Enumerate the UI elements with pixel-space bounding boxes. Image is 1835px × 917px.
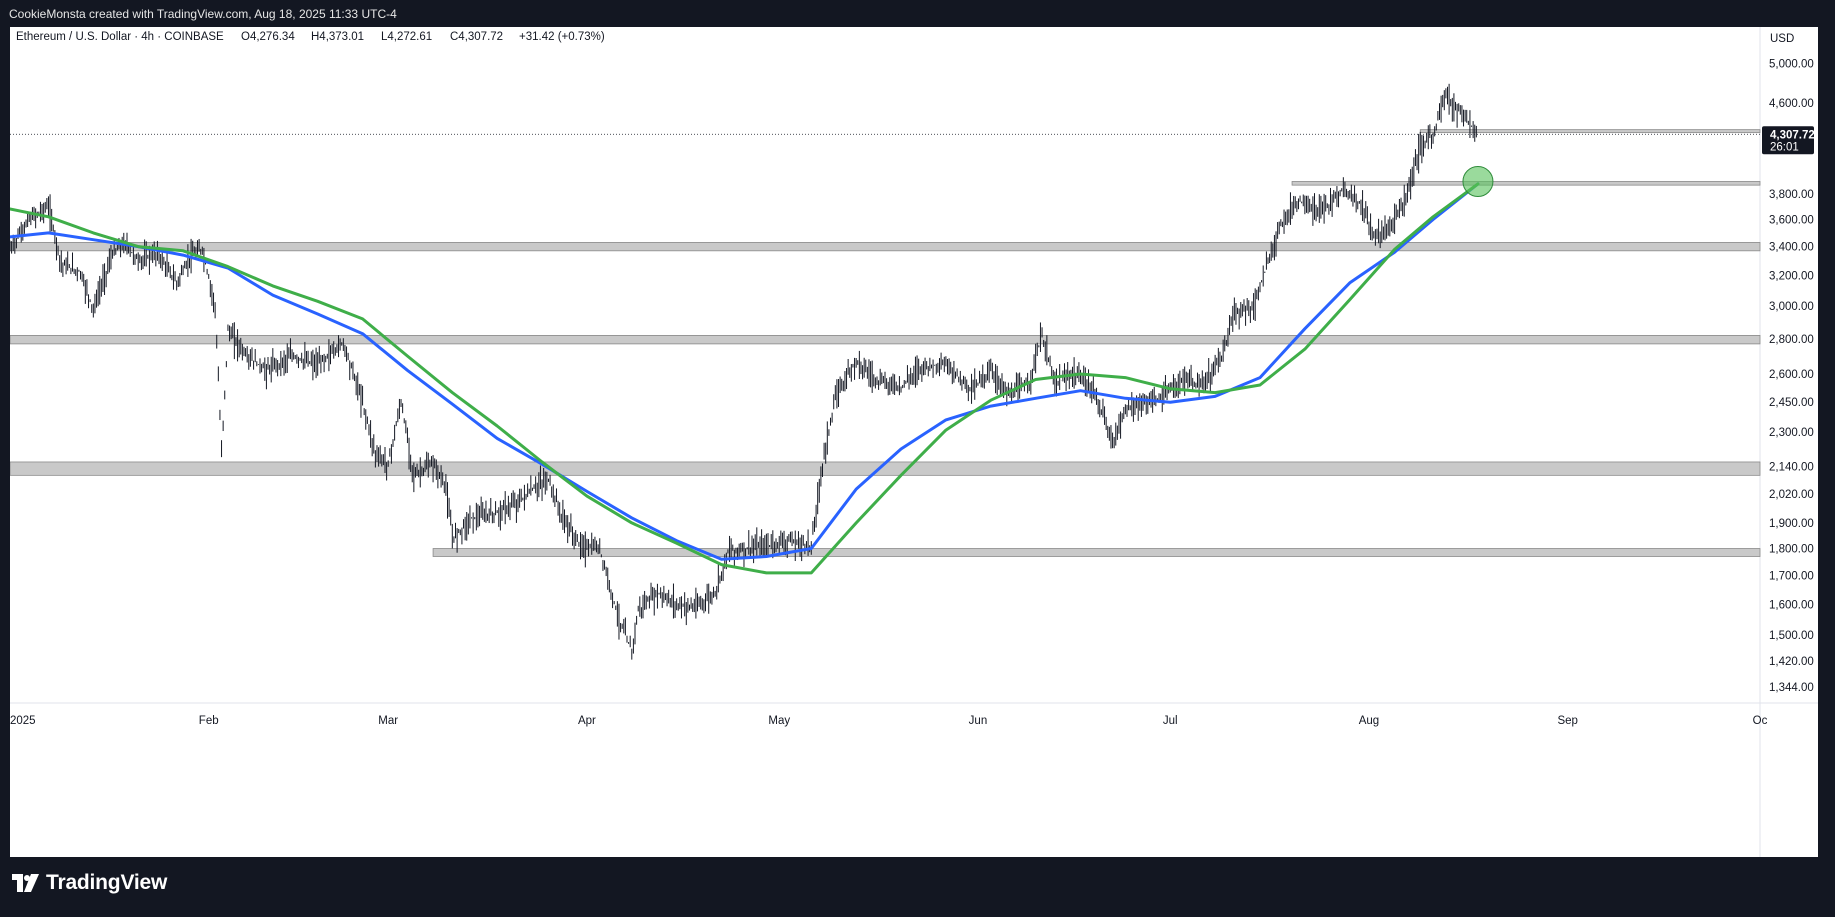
high-value: H4,373.01 bbox=[311, 31, 364, 43]
price-tick-label: 3,200.00 bbox=[1769, 270, 1814, 282]
legend: Ethereum / U.S. Dollar · 4h · COINBASE O… bbox=[16, 31, 605, 43]
last-price-badge: 4,307.72 26:01 bbox=[1762, 126, 1815, 155]
price-tick-label: 1,800.00 bbox=[1769, 544, 1814, 556]
highlight-marker bbox=[1462, 165, 1494, 197]
tradingview-logo[interactable]: TradingView bbox=[12, 871, 167, 895]
time-tick-label: Mar bbox=[378, 715, 398, 727]
time-tick-label: May bbox=[768, 715, 790, 727]
price-tick-label: 3,000.00 bbox=[1769, 301, 1814, 313]
price-tick-label: 3,600.00 bbox=[1769, 214, 1814, 226]
last-price-badge-bg bbox=[1762, 126, 1814, 155]
highlight-circle bbox=[1462, 165, 1494, 197]
zone-1 bbox=[10, 334, 1761, 345]
price-chart[interactable]: Ethereum / U.S. Dollar · 4h · COINBASE O… bbox=[10, 27, 1818, 857]
price-tick-label: 1,700.00 bbox=[1769, 571, 1814, 583]
ma-line-green bbox=[10, 182, 1480, 575]
time-tick-label: Jul bbox=[1163, 715, 1178, 727]
time-tick-label: Oc bbox=[1753, 715, 1768, 727]
price-series bbox=[10, 83, 1477, 660]
close-value: C4,307.72 bbox=[450, 31, 503, 43]
change-value: +31.42 (+0.73%) bbox=[519, 31, 605, 43]
tradingview-logo-icon bbox=[12, 874, 39, 892]
ma-line-blue bbox=[10, 182, 1480, 561]
price-tick-label: 2,450.00 bbox=[1769, 397, 1814, 409]
tradingview-brand-label: TradingView bbox=[46, 871, 168, 894]
chart-frame[interactable]: Ethereum / U.S. Dollar · 4h · COINBASE O… bbox=[10, 27, 1818, 857]
moving-averages bbox=[10, 182, 1480, 575]
last-price-value: 4,307.72 bbox=[1770, 129, 1815, 141]
price-tick-label: 1,420.00 bbox=[1769, 656, 1814, 668]
footer-bar: TradingView bbox=[0, 857, 1835, 917]
price-tick-label: 2,020.00 bbox=[1769, 489, 1814, 501]
symbol-label: Ethereum / U.S. Dollar · 4h · COINBASE bbox=[16, 31, 224, 43]
price-tick-label: 1,344.00 bbox=[1769, 682, 1814, 694]
zone-3 bbox=[432, 548, 1761, 557]
price-tick-label: 4,600.00 bbox=[1769, 98, 1814, 110]
time-tick-label: Aug bbox=[1359, 715, 1379, 727]
price-tick-label: 2,600.00 bbox=[1769, 369, 1814, 381]
price-tick-label: 2,800.00 bbox=[1769, 334, 1814, 346]
price-axis[interactable]: 5,000.00 4,600.00 3,800.00 3,600.00 3,400.00… bbox=[1769, 59, 1814, 695]
price-tick-label: 1,900.00 bbox=[1769, 518, 1814, 530]
price-tick-label: 3,400.00 bbox=[1769, 242, 1814, 254]
time-tick-label: Jun bbox=[969, 715, 988, 727]
currency-label: USD bbox=[1770, 33, 1794, 45]
time-axis[interactable]: 2025 Feb Mar Apr May Jun Jul Aug Sep Oc bbox=[10, 715, 1768, 727]
time-tick-label: Feb bbox=[199, 715, 219, 727]
zone-5 bbox=[1419, 129, 1761, 134]
time-tick-label: Apr bbox=[578, 715, 596, 727]
open-value: O4,276.34 bbox=[241, 31, 295, 43]
low-value: L4,272.61 bbox=[381, 31, 432, 43]
price-tick-label: 1,600.00 bbox=[1769, 599, 1814, 611]
time-tick-label: 2025 bbox=[10, 715, 36, 727]
price-tick-label: 5,000.00 bbox=[1769, 59, 1814, 71]
attribution-text: CookieMonsta created with TradingView.co… bbox=[9, 7, 397, 21]
bar-countdown: 26:01 bbox=[1770, 141, 1799, 153]
price-tick-label: 2,300.00 bbox=[1769, 427, 1814, 439]
support-resistance-zones bbox=[10, 129, 1761, 557]
time-tick-label: Sep bbox=[1557, 715, 1577, 727]
attribution-bar: CookieMonsta created with TradingView.co… bbox=[0, 0, 1835, 27]
zone-0 bbox=[10, 242, 1761, 252]
price-tick-label: 3,800.00 bbox=[1769, 189, 1814, 201]
price-tick-label: 1,500.00 bbox=[1769, 630, 1814, 642]
price-tick-label: 2,140.00 bbox=[1769, 461, 1814, 473]
zone-4 bbox=[1291, 181, 1761, 186]
